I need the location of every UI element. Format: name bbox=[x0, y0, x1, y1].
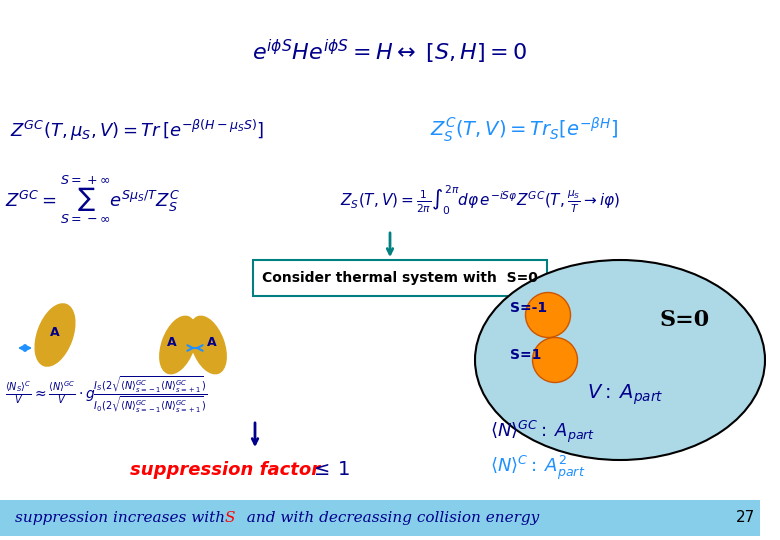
Text: S=1: S=1 bbox=[510, 348, 541, 362]
Text: $Z_S(T,V)=\frac{1}{2\pi}\int_0^{2\pi}d\varphi\, e^{-iS\varphi}Z^{GC}(T,\frac{\mu: $Z_S(T,V)=\frac{1}{2\pi}\int_0^{2\pi}d\v… bbox=[340, 183, 620, 217]
Text: suppression factor: suppression factor bbox=[130, 461, 320, 479]
Text: S: S bbox=[225, 511, 236, 525]
Text: S=0: S=0 bbox=[660, 309, 710, 331]
Text: $\leq\,1$: $\leq\,1$ bbox=[310, 461, 349, 479]
FancyBboxPatch shape bbox=[253, 260, 547, 296]
Text: $Z^{GC}=\sum_{S=-\infty}^{S=+\infty}e^{S\mu_S/T}Z_S^C$: $Z^{GC}=\sum_{S=-\infty}^{S=+\infty}e^{S… bbox=[5, 173, 180, 226]
FancyBboxPatch shape bbox=[0, 500, 760, 536]
Text: $\frac{\langle N_S\rangle^C}{V}\approx\frac{\langle N\rangle^{GC}}{V}\cdot g\fra: $\frac{\langle N_S\rangle^C}{V}\approx\f… bbox=[5, 375, 207, 415]
Ellipse shape bbox=[526, 293, 570, 338]
Text: $Z_S^C(T,V)=Tr_S[e^{-\beta H}]$: $Z_S^C(T,V)=Tr_S[e^{-\beta H}]$ bbox=[430, 116, 618, 144]
Ellipse shape bbox=[533, 338, 577, 382]
Text: A: A bbox=[167, 336, 177, 349]
Text: Consider thermal system with  S=0: Consider thermal system with S=0 bbox=[262, 271, 538, 285]
Text: $\langle N\rangle^C:\;A^2_{part}$: $\langle N\rangle^C:\;A^2_{part}$ bbox=[490, 454, 586, 482]
Ellipse shape bbox=[160, 316, 197, 374]
Text: A: A bbox=[207, 336, 217, 349]
Text: S=-1: S=-1 bbox=[510, 301, 547, 315]
Text: $Z^{GC}(T,\mu_S,V)=Tr\,[e^{-\beta(H-\mu_S S)}]$: $Z^{GC}(T,\mu_S,V)=Tr\,[e^{-\beta(H-\mu_… bbox=[10, 117, 264, 143]
Text: $V:\;A_{part}$: $V:\;A_{part}$ bbox=[587, 383, 663, 407]
Text: $e^{i\phi S}He^{i\phi S}=H \leftrightarrow \; [S,H]=0$: $e^{i\phi S}He^{i\phi S}=H \leftrightarr… bbox=[253, 38, 527, 66]
Text: $\langle N\rangle^{GC}:\;A_{part}$: $\langle N\rangle^{GC}:\;A_{part}$ bbox=[490, 419, 595, 445]
Ellipse shape bbox=[35, 304, 75, 366]
Text: 27: 27 bbox=[736, 510, 755, 525]
Text: A: A bbox=[50, 327, 60, 340]
Ellipse shape bbox=[475, 260, 765, 460]
Text: and with decreassing collision energy: and with decreassing collision energy bbox=[237, 511, 539, 525]
Text: suppression increases with: suppression increases with bbox=[15, 511, 230, 525]
Ellipse shape bbox=[190, 316, 226, 374]
